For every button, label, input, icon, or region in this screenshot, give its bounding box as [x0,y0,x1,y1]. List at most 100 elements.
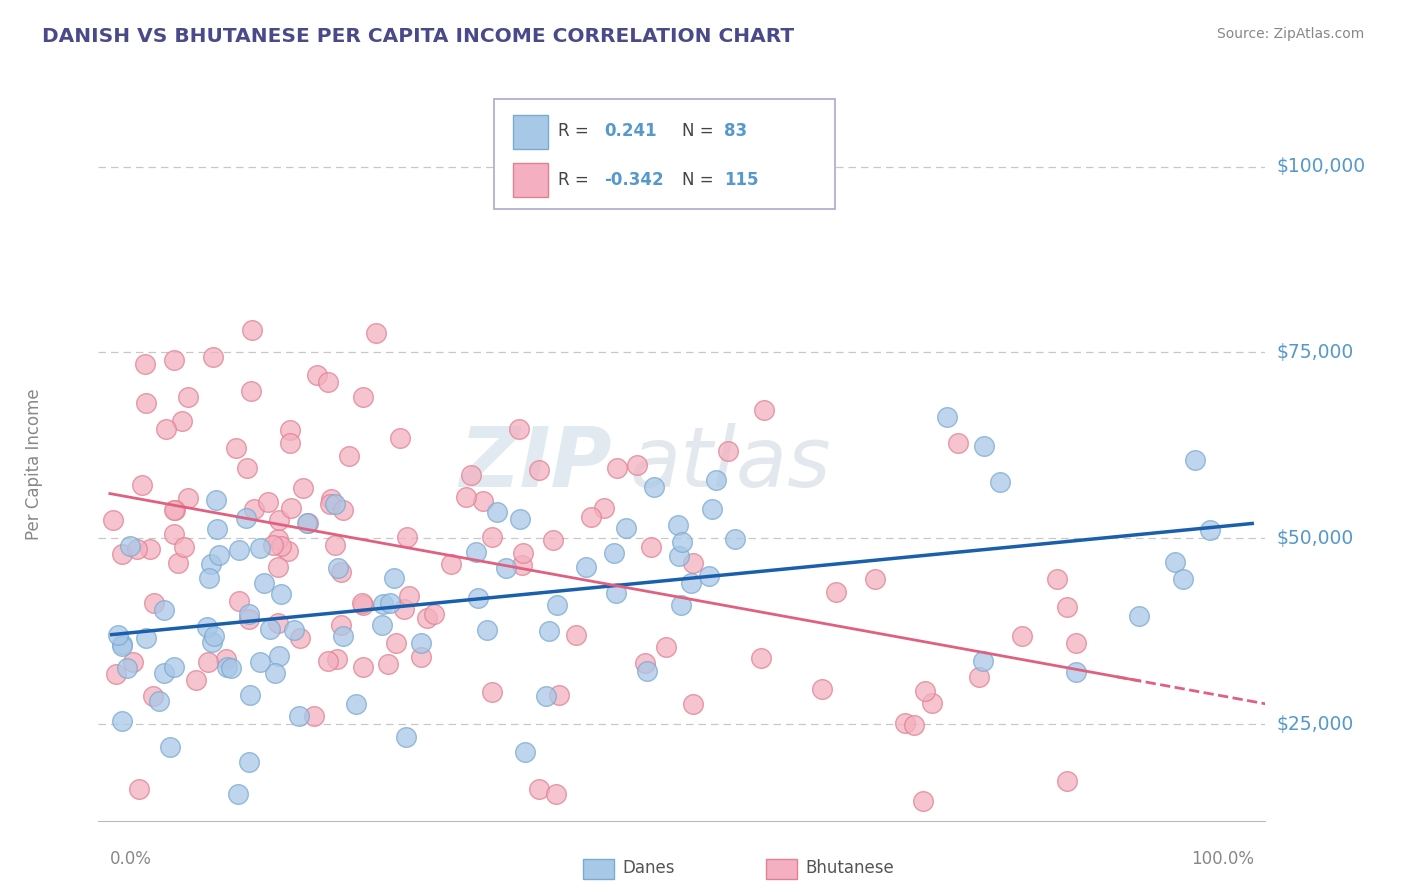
Text: N =: N = [682,170,713,188]
Point [235,511,257,525]
Point [512,546,534,560]
Point [546,787,568,801]
Point [440,557,463,571]
Point [912,794,935,808]
Point [111,636,134,650]
Point [752,403,775,417]
Text: $100,000: $100,000 [1277,157,1365,176]
Point [706,474,728,488]
Point [626,458,648,472]
Text: R =: R = [558,170,589,188]
Point [388,431,411,445]
Point [219,661,242,675]
Point [392,602,415,616]
Point [364,326,387,340]
Point [166,556,188,570]
Point [1046,572,1069,586]
Point [201,350,224,364]
Point [682,697,704,711]
Point [508,422,530,436]
Point [724,532,747,546]
Point [283,623,305,637]
Point [329,565,352,579]
Point [606,460,628,475]
Text: -0.342: -0.342 [605,170,664,188]
Point [373,597,395,611]
Point [118,539,141,553]
Point [332,629,354,643]
Point [142,596,165,610]
Point [921,696,943,710]
Point [527,782,550,797]
Point [266,560,288,574]
Point [643,480,665,494]
Point [411,649,433,664]
Point [295,516,318,530]
Point [153,666,176,681]
Point [382,571,405,585]
Point [163,526,186,541]
Point [280,501,302,516]
Point [278,423,301,437]
Point [256,494,278,508]
Point [326,560,349,574]
Point [155,422,177,436]
Point [270,587,292,601]
Text: R =: R = [558,122,589,140]
Point [104,667,127,681]
Point [226,787,249,801]
Point [671,535,693,549]
Point [217,660,239,674]
Point [682,557,704,571]
Point [242,501,264,516]
Point [236,460,259,475]
Point [1128,609,1150,624]
Point [935,409,957,424]
Point [337,449,360,463]
Point [305,368,328,382]
Point [636,665,658,679]
Point [477,623,499,637]
Point [967,670,990,684]
Point [215,652,238,666]
Point [824,584,846,599]
Point [269,648,291,663]
Point [195,620,218,634]
Point [602,546,624,560]
Point [717,443,740,458]
Text: Per Capita Income: Per Capita Income [25,388,44,540]
Point [350,596,373,610]
Point [467,591,489,605]
Point [162,503,184,517]
Point [101,513,124,527]
Point [107,628,129,642]
Point [538,624,561,638]
Point [318,375,340,389]
Point [138,541,160,556]
Point [515,745,537,759]
Point [1064,665,1087,679]
Point [128,781,150,796]
Point [228,542,250,557]
Text: N =: N = [682,122,713,140]
Point [163,353,186,368]
Point [464,545,486,559]
Point [239,384,262,398]
Point [122,655,145,669]
Point [111,714,134,728]
Point [277,544,299,558]
Point [575,560,598,574]
Point [142,689,165,703]
Text: 83: 83 [724,122,747,140]
Point [565,628,588,642]
Text: 100.0%: 100.0% [1191,850,1254,869]
Point [509,511,531,525]
Point [197,655,219,669]
Point [681,576,703,591]
Point [1164,555,1187,569]
Point [177,491,200,505]
Point [240,323,263,337]
Text: 115: 115 [724,170,759,188]
Point [332,503,354,517]
Point [863,572,886,586]
